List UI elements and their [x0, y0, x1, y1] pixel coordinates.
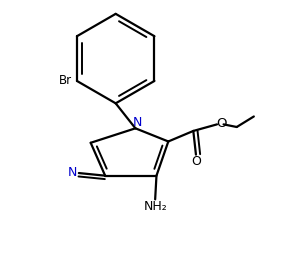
Text: NH₂: NH₂ — [143, 200, 167, 213]
Text: O: O — [216, 117, 227, 130]
Text: N: N — [68, 166, 77, 179]
Text: N: N — [133, 116, 142, 129]
Text: Br: Br — [59, 74, 72, 87]
Text: O: O — [191, 155, 201, 168]
